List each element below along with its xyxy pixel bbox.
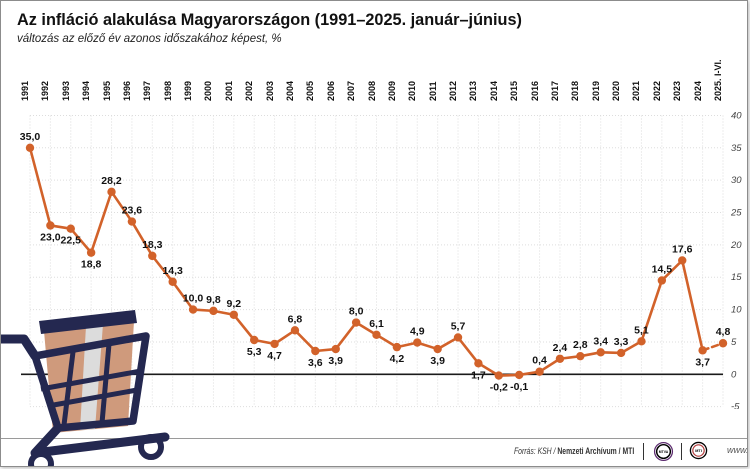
svg-text:3,3: 3,3 [614, 336, 629, 348]
svg-text:30: 30 [731, 175, 742, 186]
svg-text:-0,1: -0,1 [510, 381, 528, 393]
svg-text:4,8: 4,8 [716, 326, 731, 338]
svg-text:15: 15 [731, 272, 742, 283]
svg-text:MTI: MTI [695, 449, 702, 453]
svg-text:4,9: 4,9 [410, 326, 425, 338]
svg-text:5,1: 5,1 [634, 324, 649, 336]
svg-text:4,7: 4,7 [267, 350, 282, 362]
svg-text:5,7: 5,7 [451, 320, 466, 332]
svg-text:-0,2: -0,2 [490, 382, 508, 394]
svg-text:3,9: 3,9 [430, 355, 445, 367]
svg-text:3,7: 3,7 [695, 356, 710, 368]
svg-text:17,6: 17,6 [672, 243, 693, 255]
svg-text:-5: -5 [731, 402, 740, 409]
svg-text:3,9: 3,9 [328, 355, 343, 367]
svg-text:40: 40 [731, 110, 742, 121]
svg-text:8,0: 8,0 [349, 306, 364, 318]
svg-text:10: 10 [731, 305, 742, 316]
svg-text:0: 0 [731, 369, 737, 380]
svg-text:4,2: 4,2 [390, 353, 405, 365]
svg-text:14,5: 14,5 [652, 263, 673, 275]
svg-text:2,4: 2,4 [553, 342, 568, 354]
svg-text:35: 35 [731, 143, 742, 154]
svg-text:6,1: 6,1 [369, 318, 384, 330]
svg-text:0,4: 0,4 [532, 355, 547, 367]
svg-text:1,7: 1,7 [471, 369, 486, 381]
svg-text:3,6: 3,6 [308, 357, 323, 369]
svg-text:2,8: 2,8 [573, 339, 588, 351]
svg-text:5: 5 [731, 337, 737, 348]
svg-text:MTVA: MTVA [659, 450, 669, 454]
svg-text:20: 20 [730, 240, 742, 251]
svg-text:3,4: 3,4 [593, 335, 608, 347]
svg-text:6,8: 6,8 [288, 313, 303, 325]
svg-text:25: 25 [730, 208, 742, 219]
